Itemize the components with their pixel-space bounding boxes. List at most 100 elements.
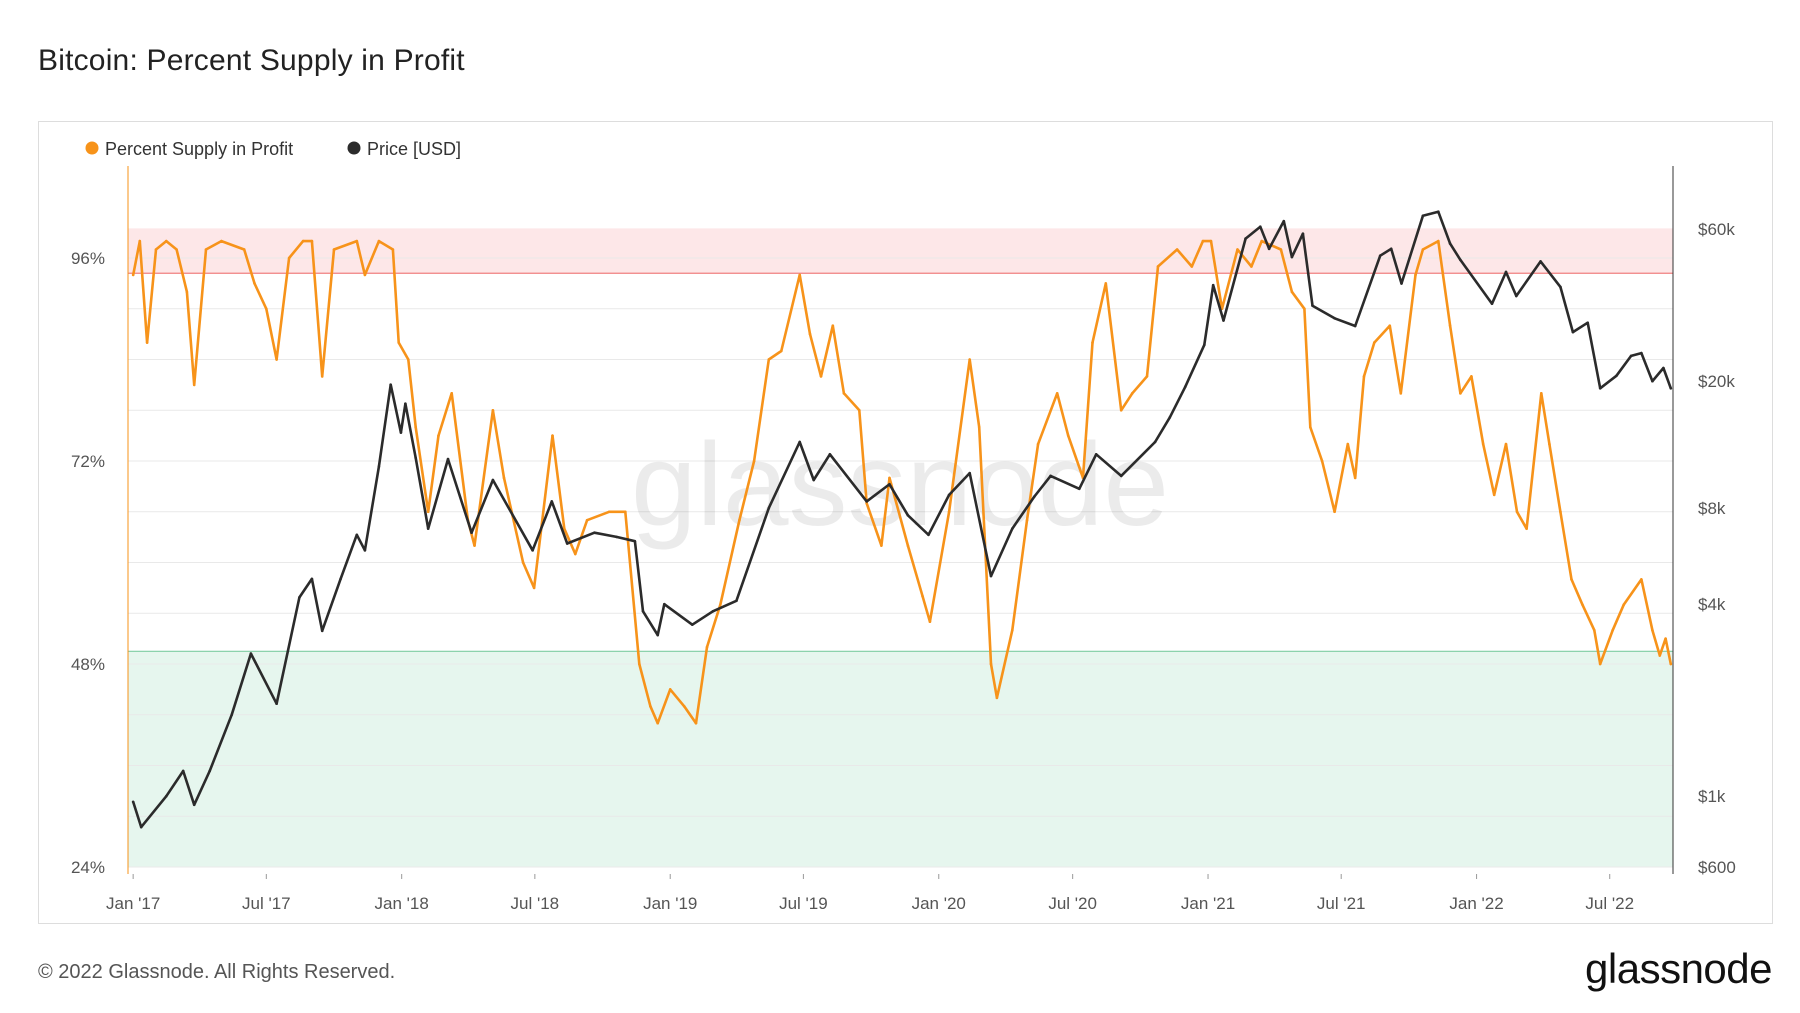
profit-line-point bbox=[397, 341, 401, 344]
profit-line-point bbox=[1290, 290, 1294, 294]
x-tick-label: Jan '22 bbox=[1449, 894, 1503, 913]
price-line-point bbox=[1153, 440, 1157, 444]
profit-line-point bbox=[502, 476, 506, 480]
profit-line-point bbox=[320, 375, 324, 378]
y-right-tick-label: $1k bbox=[1698, 787, 1726, 806]
price-line-point bbox=[1282, 219, 1286, 223]
price-line-point bbox=[767, 506, 771, 510]
profit-line-point bbox=[551, 434, 554, 437]
price-line-point bbox=[310, 577, 314, 581]
profit-line-point bbox=[1622, 603, 1626, 607]
price-line-point bbox=[1559, 285, 1562, 289]
price-line-point bbox=[491, 478, 495, 482]
profit-line-point bbox=[585, 518, 589, 522]
price-line-point bbox=[192, 803, 196, 807]
price-line-point bbox=[1333, 316, 1336, 320]
profit-line-point bbox=[819, 375, 823, 378]
profit-line-point bbox=[1011, 628, 1014, 632]
profit-line-point bbox=[752, 459, 756, 463]
profit-line-point bbox=[767, 358, 771, 361]
profit-line-point bbox=[947, 510, 951, 514]
y-left-tick-label: 24% bbox=[71, 858, 105, 877]
y-left-tick-label: 96% bbox=[71, 249, 105, 268]
profit-line-point bbox=[705, 645, 709, 649]
profit-line-point bbox=[1156, 265, 1160, 268]
price-line-point bbox=[1651, 379, 1654, 383]
profit-line-point bbox=[649, 704, 652, 708]
legend-marker bbox=[85, 141, 99, 155]
price-line-point bbox=[1421, 214, 1425, 218]
price-line-point bbox=[1168, 416, 1172, 419]
price-line-point bbox=[1267, 247, 1271, 251]
profit-line-point bbox=[718, 603, 722, 607]
profit-line-point bbox=[1570, 578, 1573, 581]
price-line-point bbox=[164, 794, 168, 798]
price-line-point bbox=[1258, 225, 1262, 229]
price-line-point bbox=[906, 513, 910, 517]
profit-line-point bbox=[192, 383, 196, 387]
profit-line-point bbox=[921, 595, 924, 598]
price-line-point bbox=[414, 456, 417, 460]
price-line-point bbox=[1183, 385, 1187, 389]
x-tick-label: Jan '18 bbox=[375, 894, 429, 913]
profit-line-point bbox=[1470, 375, 1473, 378]
price-line-point bbox=[1119, 474, 1123, 478]
watermark: glassnode bbox=[631, 419, 1169, 551]
y-left-tick-label: 72% bbox=[71, 452, 105, 471]
profit-line-point bbox=[1055, 392, 1059, 395]
profit-line-point bbox=[1437, 239, 1440, 243]
profit-line-point bbox=[562, 527, 566, 530]
price-line-point bbox=[798, 440, 802, 444]
price-line-point bbox=[1437, 210, 1440, 213]
price-line-point bbox=[446, 457, 450, 461]
lower-zone-band bbox=[128, 651, 1673, 867]
chart-title: Bitcoin: Percent Supply in Profit bbox=[38, 44, 465, 77]
price-line-point bbox=[1389, 247, 1393, 251]
profit-line-point bbox=[1333, 510, 1336, 514]
legend-marker bbox=[347, 141, 361, 155]
price-line-point bbox=[1504, 270, 1508, 274]
profit-line-point bbox=[831, 324, 835, 327]
price-line-point bbox=[399, 431, 403, 434]
x-tick-label: Jan '19 bbox=[643, 894, 697, 913]
price-line-point bbox=[1448, 242, 1452, 245]
profit-line-point bbox=[1104, 282, 1108, 285]
x-tick-label: Jan '20 bbox=[912, 894, 966, 913]
profit-line-point bbox=[1592, 628, 1596, 632]
price-line-point bbox=[1598, 387, 1602, 390]
price-line-point bbox=[888, 483, 891, 486]
profit-line-point bbox=[138, 239, 142, 243]
y-right-tick-label: $8k bbox=[1698, 499, 1726, 518]
price-line-point bbox=[711, 609, 715, 613]
price-line-point bbox=[298, 596, 301, 599]
profit-line-point bbox=[968, 358, 971, 361]
profit-line-point bbox=[1279, 248, 1283, 251]
x-tick-label: Jul '19 bbox=[779, 894, 828, 913]
price-line-point bbox=[1211, 283, 1215, 287]
profit-line-point bbox=[1481, 442, 1485, 446]
profit-line-point bbox=[407, 358, 410, 361]
profit-line-point bbox=[638, 662, 641, 666]
series-lines bbox=[131, 210, 1673, 829]
threshold-bands bbox=[128, 228, 1673, 867]
profit-line-point bbox=[355, 239, 359, 243]
price-line-point bbox=[1290, 255, 1294, 259]
price-line-point bbox=[690, 623, 694, 626]
profit-line-point bbox=[1664, 637, 1667, 640]
price-line-point bbox=[1203, 343, 1206, 347]
price-line-point bbox=[656, 633, 660, 637]
profit-line-point bbox=[1236, 248, 1239, 251]
price-line-point bbox=[565, 542, 569, 545]
profit-line-point bbox=[808, 332, 812, 336]
price-line-point bbox=[131, 800, 135, 804]
profit-line-point bbox=[906, 544, 910, 547]
x-tick-label: Jul '22 bbox=[1585, 894, 1634, 913]
profit-line-point bbox=[1308, 425, 1312, 429]
profit-line-point bbox=[491, 408, 495, 412]
x-tick-label: Jan '21 bbox=[1181, 894, 1235, 913]
y-right-tick-label: $600 bbox=[1698, 858, 1736, 877]
profit-line-point bbox=[1303, 307, 1306, 311]
profit-line-point bbox=[1175, 248, 1179, 251]
profit-line-point bbox=[1119, 408, 1123, 412]
